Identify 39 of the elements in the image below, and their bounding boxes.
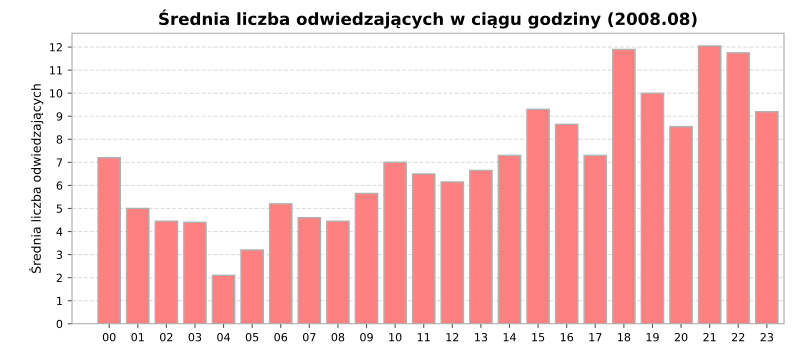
x-tick-label: 01 bbox=[131, 332, 144, 342]
y-tick-label: 5 bbox=[56, 204, 62, 213]
y-tick-label: 1 bbox=[57, 296, 62, 305]
x-tick-label: 09 bbox=[360, 332, 373, 342]
x-tick-label: 17 bbox=[589, 333, 602, 342]
x-tick-label: 13 bbox=[475, 332, 488, 342]
x-tick-label: 14 bbox=[504, 333, 516, 342]
y-tick-label: 8 bbox=[56, 135, 62, 144]
x-tick-label: 08 bbox=[332, 332, 344, 342]
x-tick-label: 07 bbox=[302, 332, 316, 342]
y-tick-label: 7 bbox=[56, 158, 62, 167]
x-tick-label: 03 bbox=[188, 332, 202, 342]
x-tick-label: 12 bbox=[446, 332, 458, 342]
x-tick-label: 21 bbox=[703, 332, 716, 342]
y-tick-label: 11 bbox=[50, 66, 62, 74]
x-tick-label: 15 bbox=[532, 333, 544, 342]
y-tick-label: 4 bbox=[56, 228, 62, 236]
chart-title: Średnia liczba odwiedzających w ciągu godziny (2008.08) bbox=[159, 9, 697, 29]
x-tick-label: 16 bbox=[560, 332, 574, 342]
x-tick-label: 06 bbox=[274, 332, 288, 342]
y-tick-label: 10 bbox=[50, 89, 62, 98]
x-tick-label: 18 bbox=[618, 332, 630, 342]
x-tick-label: 11 bbox=[418, 333, 430, 342]
x-tick-label: 05 bbox=[246, 332, 258, 342]
y-tick-label: 6 bbox=[56, 181, 62, 190]
x-tick-label: 23 bbox=[760, 332, 774, 342]
y-tick-label: 2 bbox=[56, 274, 62, 282]
y-tick-label: 12 bbox=[50, 43, 62, 52]
x-tick-label: 20 bbox=[674, 332, 688, 342]
y-tick-label: 0 bbox=[56, 320, 62, 328]
y-tick-label: 9 bbox=[56, 112, 62, 121]
y-axis-title: Średnia liczba odwiedzających bbox=[29, 84, 44, 274]
x-tick-label: 00 bbox=[102, 332, 116, 342]
x-tick-label: 10 bbox=[389, 332, 402, 342]
y-tick-label: 3 bbox=[56, 250, 62, 259]
x-tick-label: 04 bbox=[217, 332, 230, 342]
x-tick-label: 19 bbox=[646, 332, 659, 342]
x-tick-label: 22 bbox=[732, 332, 744, 342]
x-tick-label: 02 bbox=[160, 332, 172, 342]
